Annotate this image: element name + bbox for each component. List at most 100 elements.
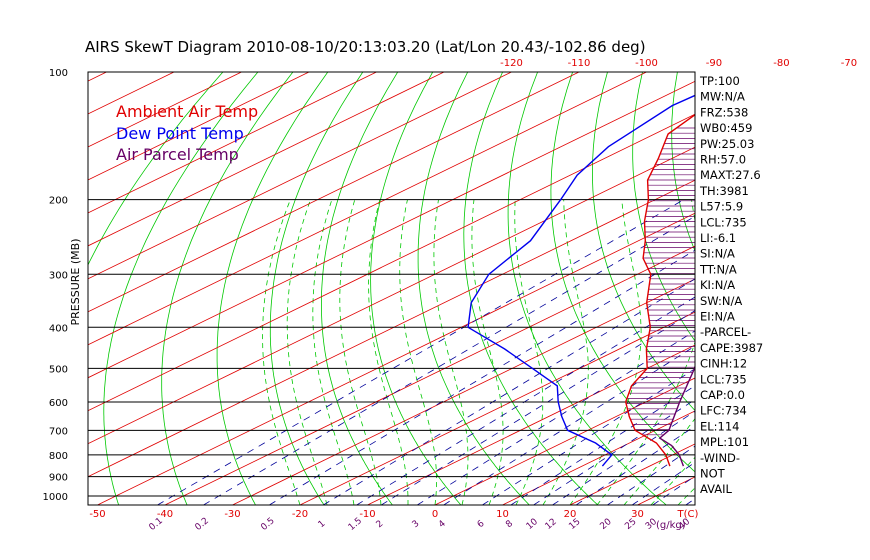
- mixing-ratio-line: [417, 330, 695, 505]
- sounding-index: MAXT:27.6: [700, 168, 761, 182]
- pressure-tick-labels: 100 200 300 400 500 600 700 800 900 1000: [43, 68, 68, 503]
- isotherm-line: [88, 179, 695, 478]
- moist-adiabat-line: [650, 456, 695, 505]
- top-temp-tick-label: -110: [568, 58, 591, 69]
- isotherm-line: [88, 72, 242, 148]
- top-temp-tick-labels: -120-110-100-90-80-70-60-50-40: [500, 58, 857, 69]
- bottom-temp-tick-label: -50: [89, 509, 105, 520]
- sounding-index: -PARCEL-: [700, 325, 751, 339]
- mixing-ratio-label: 2: [375, 519, 386, 530]
- sounding-index: EL:114: [700, 419, 740, 433]
- mixing-ratio-line: [356, 296, 695, 505]
- dry-adiabat-line: [320, 72, 399, 505]
- sounding-index: MW:N/A: [700, 90, 745, 104]
- series-line: [467, 94, 695, 467]
- bottom-temp-tick-label: -40: [157, 509, 173, 520]
- dry-adiabat-line: [88, 72, 224, 266]
- sounding-index: LCL:735: [700, 372, 747, 386]
- legend: Ambient Air Temp Dew Point Temp Air Parc…: [116, 102, 258, 164]
- plot-frame: [87, 71, 696, 506]
- sounding-index: EI:N/A: [700, 310, 735, 324]
- sounding-index: CAP:0.0: [700, 388, 745, 402]
- sounding-index: RH:57.0: [700, 153, 746, 167]
- moist-adiabat-line: [312, 199, 355, 505]
- pressure-tick-label: 900: [49, 473, 68, 484]
- isotherm-line: [434, 377, 695, 505]
- legend-ambient: Ambient Air Temp: [116, 102, 258, 121]
- isotherm-line: [88, 72, 445, 247]
- isotherm-line: [88, 80, 695, 379]
- top-temp-tick-label: -70: [841, 58, 857, 69]
- legend-dewpoint: Dew Point Temp: [116, 124, 244, 143]
- bottom-temp-tick-labels: -50 -40 -30 -20 -10 0 10 20 30: [89, 509, 644, 520]
- bottom-temp-tick-label: -20: [292, 509, 308, 520]
- bottom-temp-tick-label: 0: [432, 509, 438, 520]
- moist-adiabat-line: [514, 199, 544, 505]
- top-temp-tick-label: -100: [635, 58, 658, 69]
- isotherm-line: [299, 311, 695, 505]
- sounding-index: SI:N/A: [700, 247, 735, 261]
- pressure-tick-label: 400: [49, 323, 68, 334]
- series-line: [658, 364, 695, 467]
- mixing-ratio-line: [203, 215, 695, 505]
- moist-adiabat-line: [569, 199, 642, 505]
- bottom-temp-tick-label: -30: [224, 509, 240, 520]
- dry-adiabat-line: [782, 72, 870, 505]
- y-axis-label: PRESSURE (MB): [69, 239, 82, 326]
- sounding-index: MPL:101: [700, 435, 749, 449]
- moist-adiabat-line: [286, 199, 328, 505]
- sounding-index: -WIND-: [700, 451, 740, 465]
- chart-title: AIRS SkewT Diagram 2010-08-10/20:13:03.2…: [85, 38, 646, 56]
- sounding-series: [467, 94, 695, 467]
- mixing-ratio-label: 4: [437, 519, 448, 531]
- bottom-temp-tick-label: 10: [496, 509, 509, 520]
- sounding-index: PW:25.03: [700, 137, 754, 151]
- dry-adiabat-line: [852, 72, 870, 505]
- pressure-tick-label: 300: [49, 270, 68, 281]
- moist-adiabat-line: [433, 199, 469, 505]
- sounding-index: CINH:12: [700, 357, 747, 371]
- series-line: [624, 113, 695, 467]
- isotherm-line: [97, 212, 695, 505]
- mixing-ratio-label: 10: [525, 517, 540, 532]
- isotherm-line: [88, 72, 310, 181]
- sounding-index: L57:5.9: [700, 200, 743, 214]
- pressure-tick-label: 700: [49, 426, 68, 437]
- mixing-ratio-label: 6: [476, 519, 487, 531]
- moist-adiabat-line: [368, 199, 409, 505]
- pressure-tick-label: 200: [49, 196, 68, 207]
- dry-adiabat-line: [591, 72, 695, 412]
- x-axis-label: T(C): [677, 509, 699, 520]
- dry-adiabat-line: [269, 72, 364, 505]
- dry-adiabat-line: [103, 72, 259, 505]
- mixing-ratio-line: [157, 199, 684, 505]
- mixing-ratio-label: 3: [411, 519, 422, 530]
- sounding-index: KI:N/A: [700, 278, 735, 292]
- dry-adiabat-line: [463, 72, 599, 505]
- mixing-ratio-line: [575, 425, 695, 505]
- top-temp-tick-label: -80: [773, 58, 789, 69]
- cape-hatching: [626, 127, 695, 436]
- isotherm-line: [88, 72, 580, 313]
- mixing-ratio-line: [269, 249, 695, 505]
- mixing-ratio-label: 20: [599, 517, 614, 532]
- moist-adiabats: [262, 199, 695, 505]
- mixing-ratio-label: 0.2: [194, 516, 211, 533]
- isotherm-line: [367, 344, 695, 505]
- isotherm-line: [164, 245, 695, 505]
- sounding-index: SW:N/A: [700, 294, 742, 308]
- dry-adiabat-line: [417, 72, 530, 505]
- legend-parcel: Air Parcel Temp: [116, 145, 239, 164]
- sounding-index: TH:3981: [699, 184, 749, 198]
- dry-adiabat-line: [216, 72, 329, 505]
- dry-adiabat-line: [550, 72, 695, 473]
- mixing-ratio-lines: [157, 199, 695, 505]
- isotherm-line: [88, 113, 695, 412]
- sounding-index: LCL:735: [700, 215, 747, 229]
- isotherm-line: [502, 410, 695, 505]
- bottom-temp-tick-label: -10: [359, 509, 375, 520]
- pressure-tick-label: 800: [49, 451, 68, 462]
- isotherms: [88, 72, 695, 505]
- mixing-ratio-line: [443, 345, 695, 505]
